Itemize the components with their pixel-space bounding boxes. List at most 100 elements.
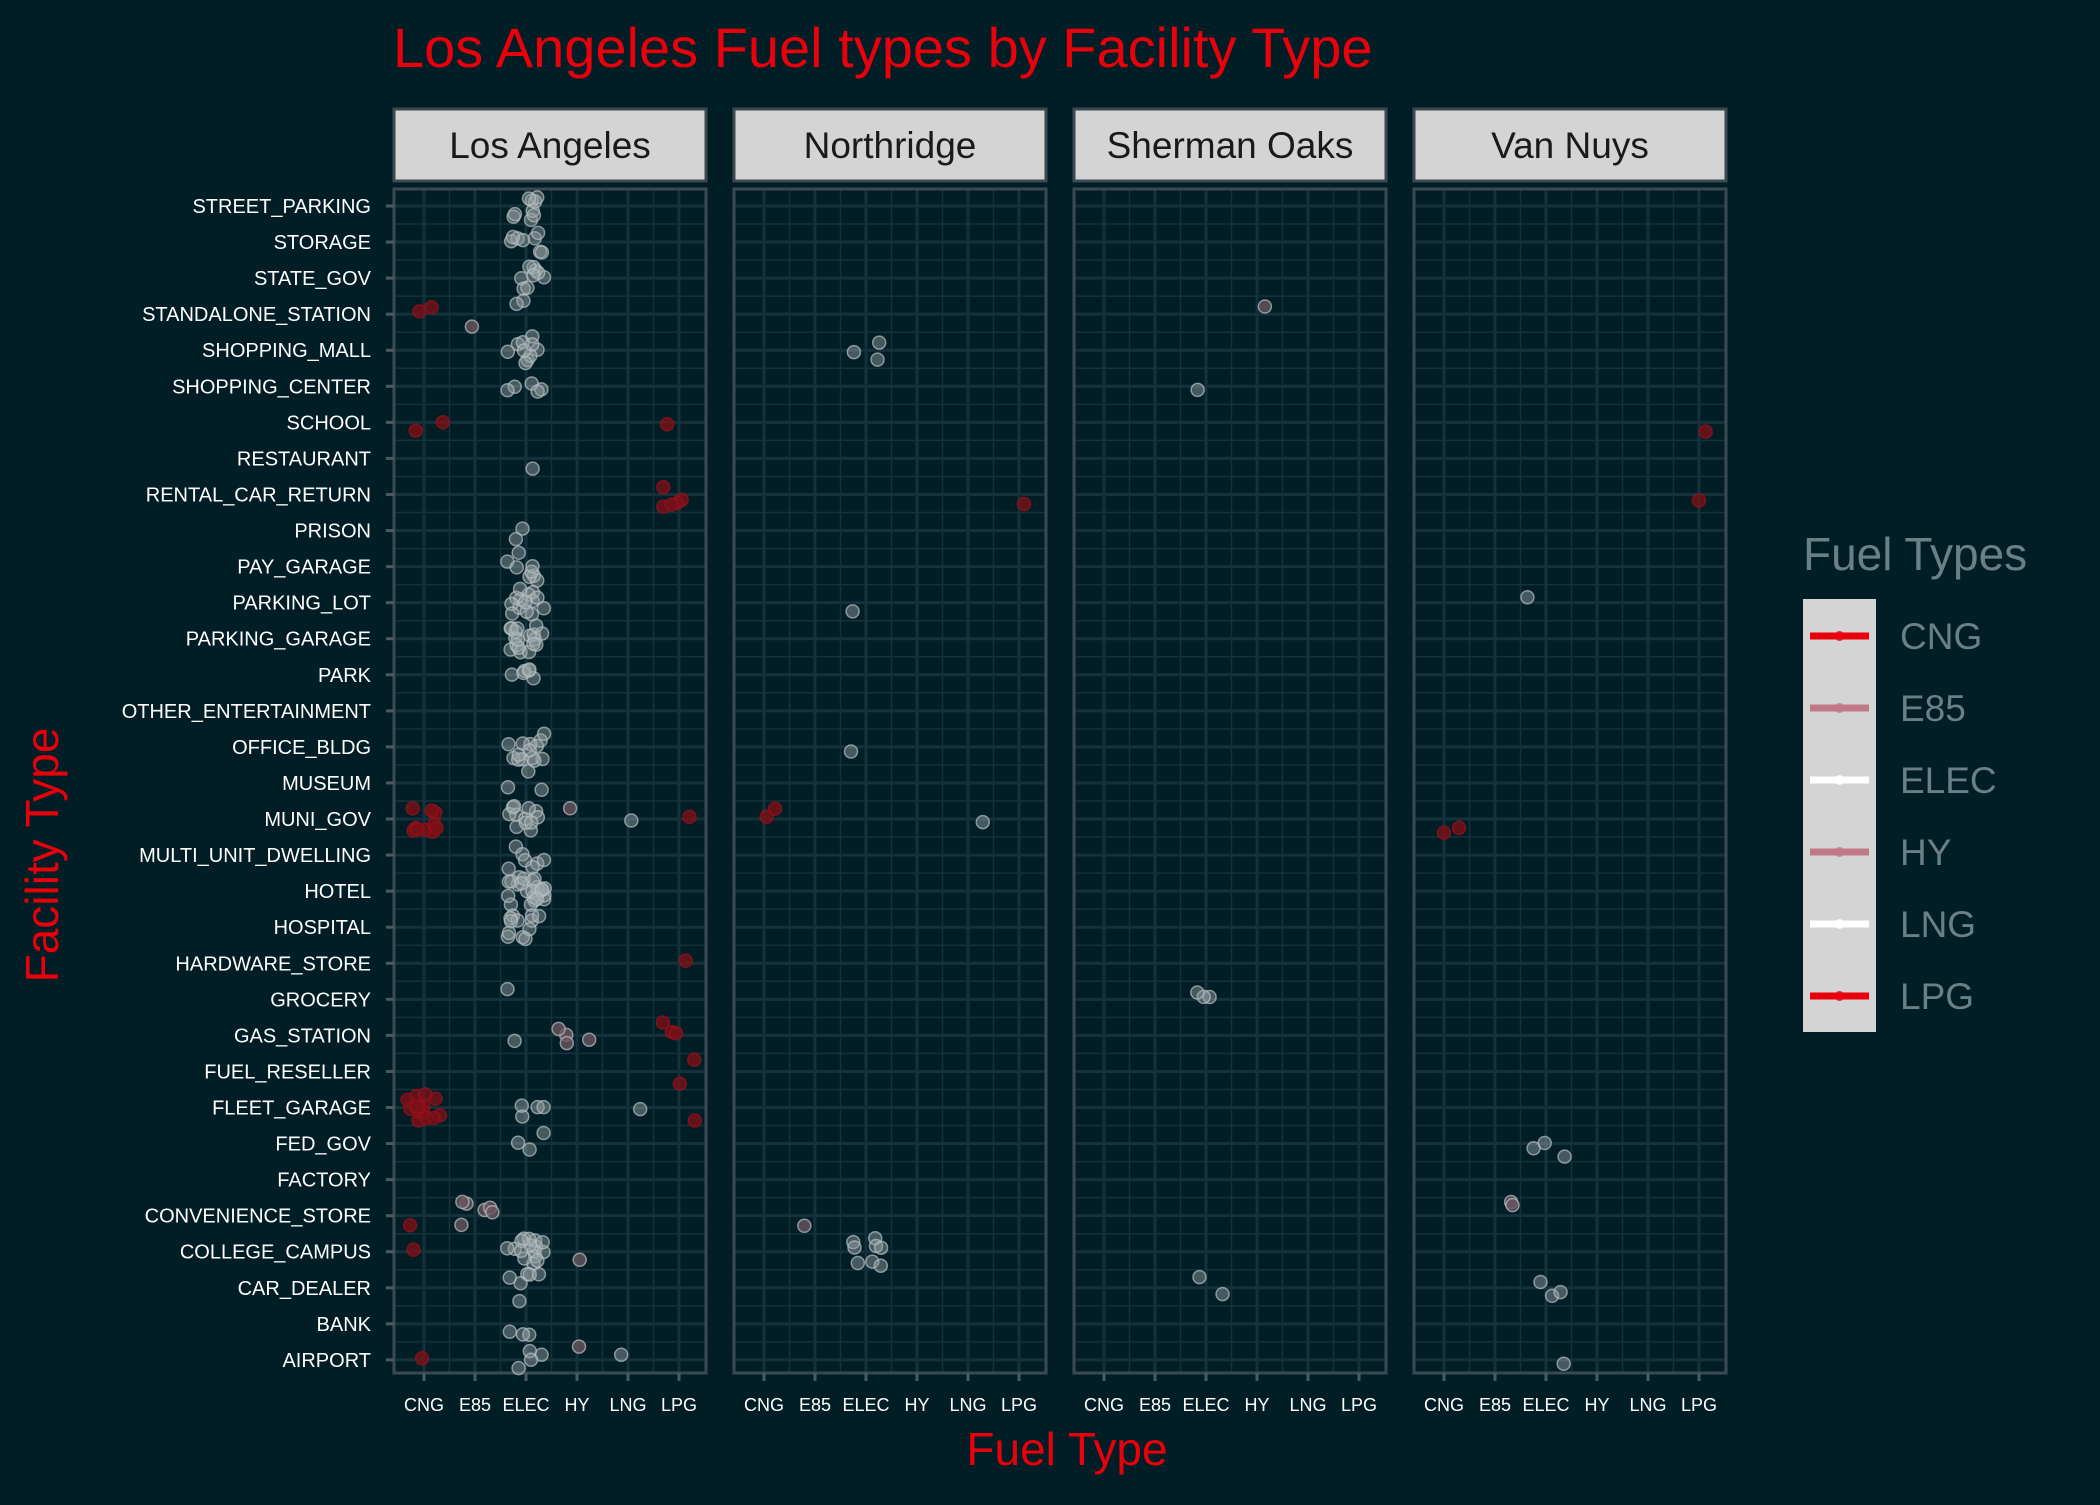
x-axis-title: Fuel Type [966, 1423, 1167, 1475]
point-elec-multi-unit-dwelling [501, 861, 516, 877]
point-lpg-gas-station [668, 1026, 684, 1041]
point-elec-college-campus [850, 1255, 866, 1271]
point-elec-pay-garage [524, 564, 539, 580]
point-elec-parking-garage [528, 618, 544, 633]
y-tick-label: STORAGE [274, 232, 371, 254]
chart-title: Los Angeles Fuel types by Facility Type [393, 16, 1372, 79]
point-cng-muni-gov [405, 801, 420, 816]
point-elec-shopping-mall [846, 344, 862, 360]
panel-background [734, 189, 1046, 1373]
point-elec-airport [1556, 1356, 1571, 1371]
point-elec-college-campus [514, 1233, 529, 1249]
legend-label-cng: CNG [1900, 616, 1982, 657]
point-elec-muni-gov [524, 815, 539, 830]
y-tick-label: BANK [317, 1314, 372, 1336]
point-elec-street-parking [521, 191, 537, 206]
point-e85-convenience-store [1505, 1197, 1520, 1213]
point-cng-standalone-station [412, 304, 427, 319]
point-hy-gas-station [551, 1021, 566, 1037]
point-elec-fed-gov [1557, 1149, 1572, 1164]
point-elec-college-campus [517, 1251, 532, 1266]
point-elec-parking-garage [526, 636, 541, 652]
point-hy-gas-station [581, 1032, 597, 1047]
y-tick-label: SHOPPING_MALL [202, 340, 371, 362]
point-lng-airport [613, 1347, 629, 1362]
point-cng-muni-gov [424, 803, 439, 818]
point-e85-convenience-store [454, 1217, 469, 1233]
point-elec-museum [500, 780, 516, 795]
point-elec-car-dealer [1192, 1269, 1207, 1285]
point-elec-restaurant [525, 461, 540, 476]
panel-border [392, 187, 708, 1375]
x-tick-label: HY [1244, 1395, 1269, 1415]
point-elec-state-gov [520, 280, 535, 296]
point-elec-college-campus [873, 1240, 889, 1255]
point-elec-parking-garage [510, 621, 525, 636]
point-elec-fed-gov [522, 1142, 537, 1157]
point-elec-hospital [501, 925, 517, 941]
legend-label-lpg: LPG [1900, 976, 1974, 1017]
point-e85-convenience-store [455, 1194, 470, 1210]
y-tick-label: STANDALONE_STATION [142, 304, 371, 326]
x-tick-label: E85 [1479, 1395, 1511, 1415]
point-elec-storage [530, 225, 546, 241]
point-elec-prison [508, 531, 524, 547]
point-elec-office-bldg [525, 750, 540, 766]
point-elec-standalone-station [509, 296, 524, 312]
point-elec-college-campus [530, 1253, 545, 1268]
point-elec-hospital [524, 913, 540, 928]
x-tick-label: ELEC [842, 1395, 889, 1415]
point-elec-office-bldg [510, 752, 526, 767]
point-hy-airport [571, 1339, 587, 1354]
y-tick-label: PARKING_LOT [232, 593, 371, 615]
point-elec-grocery [1190, 985, 1205, 1000]
y-tick-label: PRISON [294, 521, 371, 543]
point-elec-hotel [529, 891, 545, 907]
point-elec-airport [523, 1352, 539, 1367]
panel-background [394, 189, 706, 1373]
point-cng-fleet-garage [418, 1087, 433, 1102]
point-lpg-rental-car-return [664, 497, 680, 512]
x-tick-label: ELEC [1522, 1395, 1569, 1415]
point-elec-office-bldg [843, 744, 859, 759]
facet-strip-label: Sherman Oaks [1107, 125, 1354, 166]
facet-sherman-oaks: Sherman Oaks CNG E85 ELEC HY LNG LPG [1072, 107, 1388, 1415]
point-elec-parking-lot [504, 606, 520, 621]
point-elec-fed-gov [510, 1135, 526, 1150]
facet-strip [1072, 107, 1388, 183]
point-elec-street-parking [507, 206, 523, 222]
point-elec-street-parking [526, 207, 542, 223]
y-tick-label: FACTORY [277, 1170, 371, 1192]
y-axis-title: Facility Type [16, 728, 68, 983]
point-elec-storage [505, 229, 521, 245]
x-tick-label: CNG [404, 1395, 444, 1415]
point-lpg-fuel-reseller [686, 1052, 702, 1067]
point-elec-museum [534, 782, 549, 798]
facet-strip-label: Northridge [804, 125, 977, 166]
point-elec-office-bldg [501, 736, 516, 752]
point-elec-car-dealer [1553, 1284, 1568, 1300]
point-elec-hospital [531, 908, 547, 924]
point-elec-car-dealer [1215, 1286, 1230, 1302]
point-lpg-rental-car-return [1691, 493, 1707, 508]
point-elec-pay-garage [511, 545, 526, 561]
point-elec-fleet-garage [514, 1098, 530, 1113]
point-lng-muni-gov [975, 814, 991, 830]
facet-strip [732, 107, 1048, 183]
point-elec-parking-lot [1520, 590, 1535, 605]
point-elec-bank [515, 1327, 531, 1342]
x-tick-label: LNG [1289, 1395, 1326, 1415]
point-elec-fleet-garage [515, 1109, 530, 1124]
points-sherman-oaks [1190, 299, 1273, 1302]
panel-border [732, 187, 1048, 1375]
point-elec-college-campus [535, 1234, 550, 1250]
y-tick-label: STATE_GOV [254, 268, 372, 290]
y-tick-label: MULTI_UNIT_DWELLING [139, 845, 371, 867]
point-elec-college-campus [847, 1240, 862, 1255]
point-cng-fleet-garage [409, 1099, 425, 1114]
point-lng-fleet-garage [632, 1101, 648, 1117]
point-elec-hospital [518, 931, 533, 947]
point-elec-gas-station [507, 1033, 522, 1049]
y-tick-label: HOTEL [304, 881, 371, 903]
